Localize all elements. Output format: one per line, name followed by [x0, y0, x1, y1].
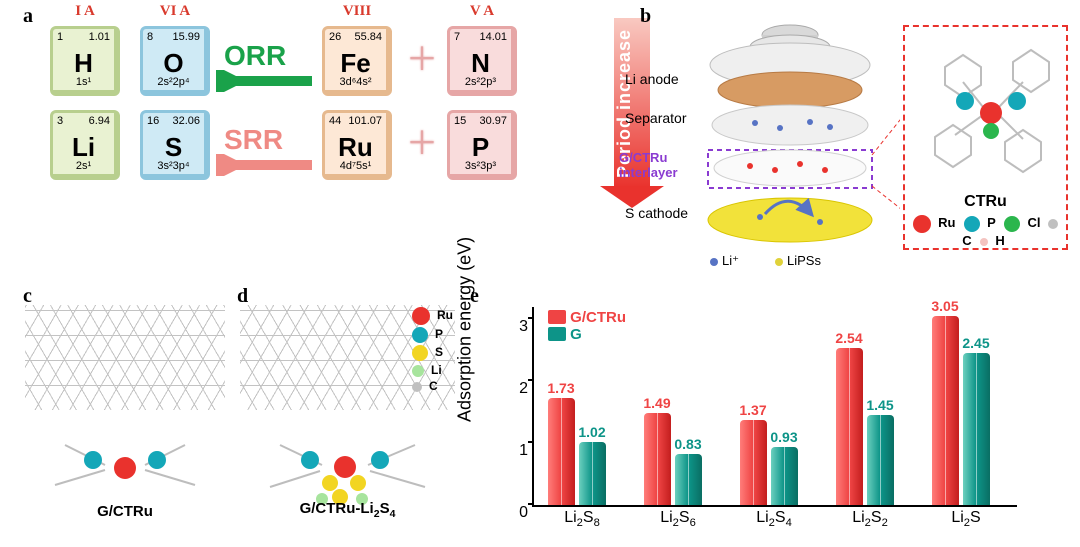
element-tile-o: 815.99O2s²2p⁴ — [140, 26, 210, 96]
orr-label: ORR — [224, 40, 286, 72]
bar-value-label: 1.37 — [730, 402, 776, 418]
ytick: 1 — [519, 442, 528, 460]
legend-lipss: LiPSs — [775, 253, 821, 268]
bar-gctru — [836, 348, 863, 505]
legend-atom-cl: Cl — [1004, 215, 1041, 230]
element-tile-p: 1530.97P3s²3p³ — [447, 110, 517, 180]
x-category-label: Li2S — [918, 509, 1014, 529]
bar-value-label: 3.05 — [922, 298, 968, 314]
panel-d: Ru P S Li C G/CTRu-Li2S4 — [240, 305, 455, 520]
x-category-label: Li2S6 — [630, 509, 726, 529]
label-separator: Separator — [625, 110, 686, 126]
ytick-mark — [528, 379, 534, 381]
bar-value-label: 0.83 — [665, 436, 711, 452]
ytick-mark — [528, 503, 534, 505]
molecule-box: CTRu Ru P Cl C H — [903, 25, 1068, 250]
element-tile-s: 1632.06S3s²3p⁴ — [140, 110, 210, 180]
group-header-1: I A — [50, 4, 120, 19]
bar-gctru — [644, 413, 671, 505]
bar-value-label: 2.54 — [826, 330, 872, 346]
legend-atom-p: P — [964, 215, 996, 230]
bar-group: 3.052.45Li2S — [932, 307, 1004, 505]
panel-a: I A VI A VIII V A 11.01H1s¹36.94Li2s¹815… — [20, 8, 605, 188]
ytick-mark — [528, 441, 534, 443]
battery-schematic — [680, 10, 900, 270]
x-category-label: Li2S8 — [534, 509, 630, 529]
legend-atom-li: Li — [412, 363, 453, 377]
bar-g — [771, 447, 798, 505]
x-category-label: Li2S2 — [822, 509, 918, 529]
orr-arrow — [216, 70, 316, 92]
bar-g — [579, 442, 606, 505]
bar-group: 1.731.02Li2S8 — [548, 307, 620, 505]
panel-b: Li anode Separator G/CTRu interlayer S c… — [625, 5, 1070, 275]
plus-top: ＋ — [406, 48, 430, 72]
molecule-title: CTRu — [905, 193, 1066, 211]
panel-e-chart: Adsorption energy (eV) G/CTRu G 01231.73… — [467, 292, 1027, 542]
label-interlayer: G/CTRu interlayer — [619, 150, 691, 180]
legend-atom-s: S — [412, 345, 453, 361]
legend-li-ion: Li⁺ — [710, 253, 739, 269]
legend-atom-ru: Ru — [913, 215, 956, 230]
atom-legend-d: Ru P S Li C — [412, 305, 453, 395]
bar-group: 1.490.83Li2S6 — [644, 307, 716, 505]
legend-atom-ru: Ru — [412, 307, 453, 325]
bar-g — [963, 353, 990, 505]
bar-value-label: 1.45 — [857, 397, 903, 413]
x-category-label: Li2S4 — [726, 509, 822, 529]
element-tile-n: 714.01N2s²2p³ — [447, 26, 517, 96]
element-tile-li: 36.94Li2s¹ — [50, 110, 120, 180]
plus-bottom: ＋ — [406, 132, 430, 156]
bar-value-label: 2.45 — [953, 335, 999, 351]
y-axis-label: Adsorption energy (eV) — [455, 237, 476, 422]
ytick-mark — [528, 317, 534, 319]
atom-legend-b: Ru P Cl C H — [905, 215, 1066, 248]
panel-d-title: G/CTRu-Li2S4 — [240, 500, 455, 520]
srr-label: SRR — [224, 124, 283, 156]
bar-value-label: 1.49 — [634, 395, 680, 411]
ytick: 2 — [519, 380, 528, 398]
label-s-cathode: S cathode — [625, 205, 688, 221]
ctru-molecule — [905, 27, 1070, 192]
bar-value-label: 1.73 — [538, 380, 584, 396]
group-header-4: V A — [447, 4, 517, 19]
bar-value-label: 0.93 — [761, 429, 807, 445]
legend-atom-h: H — [980, 233, 1005, 248]
element-tile-fe: 2655.84Fe3d⁶4s² — [322, 26, 392, 96]
srr-arrow — [216, 154, 316, 176]
chart-plot-area: G/CTRu G 01231.731.02Li2S81.490.83Li2S61… — [532, 307, 1017, 507]
group-header-3: VIII — [322, 4, 392, 19]
bar-group: 1.370.93Li2S4 — [740, 307, 812, 505]
legend-atom-p: P — [412, 327, 453, 343]
bar-group: 2.541.45Li2S2 — [836, 307, 908, 505]
bar-g — [675, 454, 702, 505]
label-li-anode: Li anode — [625, 71, 679, 87]
ytick: 3 — [519, 318, 528, 336]
graphene-sheet-c — [25, 305, 225, 410]
panel-c: G/CTRu — [25, 305, 225, 520]
element-tile-h: 11.01H1s¹ — [50, 26, 120, 96]
bar-g — [867, 415, 894, 505]
bar-value-label: 1.02 — [569, 424, 615, 440]
panel-c-title: G/CTRu — [25, 503, 225, 520]
ytick: 0 — [519, 504, 528, 522]
element-tile-ru: 44101.07Ru4d⁷5s¹ — [322, 110, 392, 180]
group-header-2: VI A — [140, 4, 210, 19]
legend-atom-c: C — [412, 379, 453, 393]
bar-gctru — [548, 398, 575, 505]
